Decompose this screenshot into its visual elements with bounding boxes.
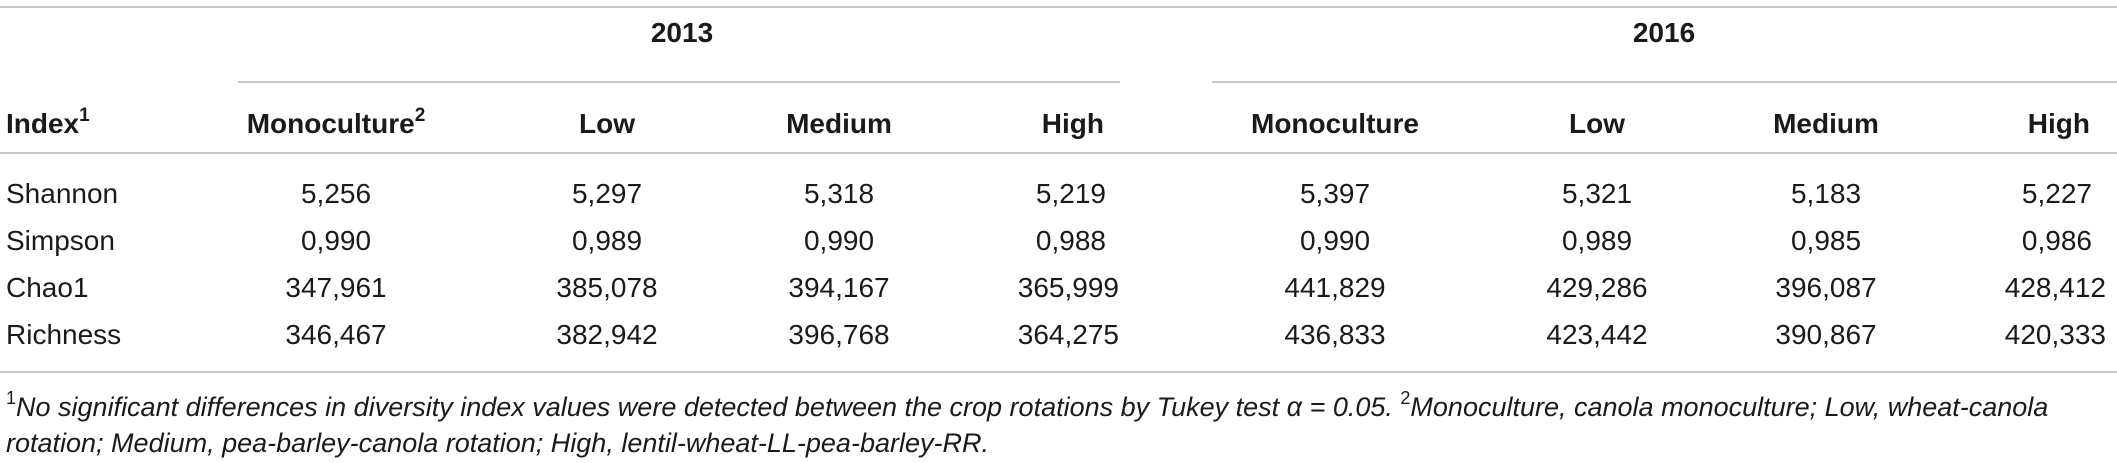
bottom-rule — [0, 371, 2117, 373]
column-header-2013-medium: Medium — [786, 108, 892, 139]
column-header-2016-low: Low — [1569, 108, 1625, 139]
table-cell: 436,833 — [1284, 319, 1386, 350]
footnote-text-2: Monoculture, canola monoculture; Low, wh… — [6, 392, 2049, 458]
group-rule-2013 — [238, 81, 1120, 83]
table-cell: 0,990 — [803, 225, 875, 256]
table-cell: 5,321 — [1561, 178, 1633, 209]
table-cell: 394,167 — [788, 272, 890, 303]
table-cell: 5,397 — [1299, 178, 1371, 209]
column-header-2013-high: High — [1041, 108, 1104, 139]
table-cell: 390,867 — [1775, 319, 1877, 350]
footnote-mark-1: 1 — [6, 388, 17, 408]
top-rule — [0, 6, 2117, 8]
monoculture-2013-footnote-mark: 2 — [414, 104, 426, 126]
index-header-footnote-mark: 1 — [79, 104, 90, 126]
row-index-shannon: Shannon — [6, 178, 119, 209]
column-header-2016-monoculture: Monoculture — [1251, 108, 1419, 139]
table-cell: 428,412 — [2004, 272, 2106, 303]
table-cell: 0,990 — [1299, 225, 1371, 256]
table-cell: 429,286 — [1546, 272, 1648, 303]
table-cell: 5,318 — [803, 178, 875, 209]
table-cell: 364,275 — [1017, 319, 1119, 350]
row-index-chao1: Chao1 — [6, 272, 89, 303]
table-cell: 347,961 — [285, 272, 387, 303]
table-cell: 0,989 — [571, 225, 643, 256]
table-cell: 0,988 — [1035, 225, 1106, 256]
column-header-2013-monoculture: Monoculture2 — [246, 104, 426, 141]
header-rule — [0, 152, 2117, 154]
row-index-richness: Richness — [6, 319, 122, 350]
table-cell: 5,297 — [571, 178, 643, 209]
table-cell: 0,990 — [300, 225, 372, 256]
monoculture-2013-label: Monoculture — [246, 108, 415, 139]
index-header-label: Index — [6, 108, 80, 139]
table-cell: 396,087 — [1775, 272, 1877, 303]
table-cell: 0,986 — [2021, 225, 2092, 256]
table-cell: 5,227 — [2021, 178, 2092, 209]
table-cell: 423,442 — [1546, 319, 1648, 350]
group-header-2016: 2016 — [1632, 17, 1696, 48]
table-cell: 5,183 — [1790, 178, 1862, 209]
table-cell: 365,999 — [1017, 272, 1119, 303]
table-cell: 420,333 — [2004, 319, 2106, 350]
table-cell: 396,768 — [788, 319, 890, 350]
table-cell: 382,942 — [556, 319, 658, 350]
footnote-mark-2: 2 — [1400, 388, 1411, 408]
group-header-2013: 2013 — [650, 17, 714, 48]
column-header-index: Index1 — [6, 104, 90, 141]
table-cell: 0,985 — [1790, 225, 1862, 256]
footnote-text-1: No significant differences in diversity … — [16, 392, 1401, 422]
table-cell: 385,078 — [556, 272, 658, 303]
table-cell: 346,467 — [285, 319, 387, 350]
table-cell: 0,989 — [1561, 225, 1633, 256]
table-cell: 5,256 — [300, 178, 372, 209]
column-header-2013-low: Low — [579, 108, 635, 139]
column-header-2016-high: High — [2027, 108, 2090, 139]
table-cell: 5,219 — [1035, 178, 1106, 209]
column-header-2016-medium: Medium — [1773, 108, 1879, 139]
table-cell: 441,829 — [1284, 272, 1386, 303]
row-index-simpson: Simpson — [6, 225, 115, 256]
table-footnote: 1No significant differences in diversity… — [6, 389, 2111, 461]
group-rule-2016 — [1212, 81, 2117, 83]
